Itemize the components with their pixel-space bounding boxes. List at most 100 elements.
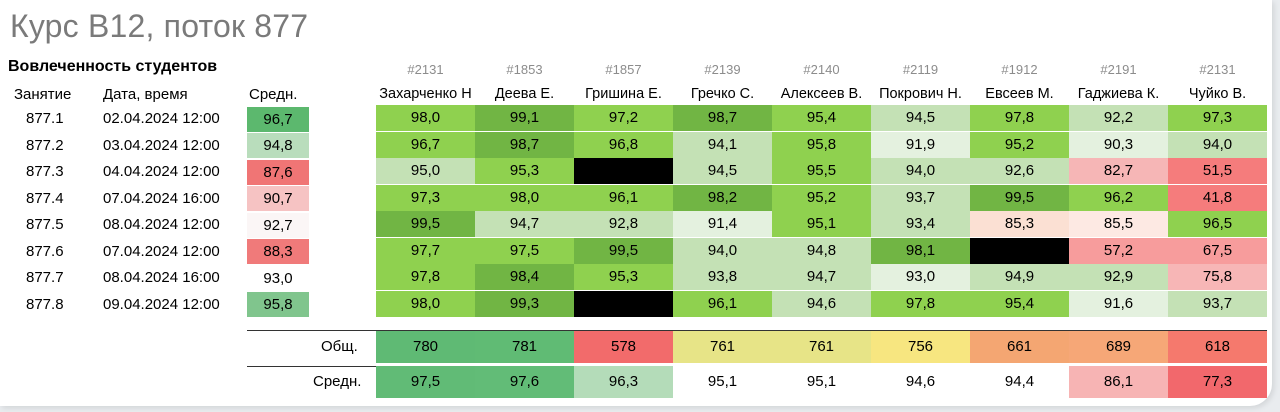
score-cell: 93,7	[871, 184, 970, 211]
totals-cell: 661	[970, 331, 1069, 363]
averages-label: Средн.	[313, 373, 362, 390]
student-id: #2191	[1100, 62, 1137, 77]
score-cell: 93,7	[1168, 290, 1267, 317]
score-cell: 95,2	[970, 131, 1069, 158]
totals-cell: 756	[871, 331, 970, 363]
average-column-header: Средн.	[249, 86, 298, 103]
totals-cell: 780	[376, 331, 475, 363]
score-cell: 95,4	[772, 105, 871, 131]
score-cell: 96,1	[673, 290, 772, 317]
lesson-id: 877.7	[26, 269, 64, 286]
score-cell: 91,9	[871, 131, 970, 158]
averages-cell: 86,1	[1069, 366, 1168, 398]
totals-cell: 578	[574, 331, 673, 363]
lesson-column-header: Занятие	[14, 86, 72, 103]
student-name: Гречко С.	[690, 86, 755, 102]
score-cell: 94,5	[871, 105, 970, 131]
averages-cell: 94,4	[970, 366, 1069, 398]
student-name: Захарченко Н	[379, 86, 472, 102]
score-cell: 92,9	[1069, 264, 1168, 290]
student-name: Евсеев М.	[985, 86, 1054, 102]
score-cell: 90,3	[1069, 131, 1168, 158]
divider	[247, 330, 1267, 331]
lesson-id: 877.1	[26, 110, 64, 127]
score-cell: 95,1	[772, 211, 871, 237]
score-cell: 99,5	[574, 237, 673, 264]
score-cell: 67,5	[1168, 237, 1267, 264]
student-id: #2139	[704, 62, 741, 77]
student-id: #2119	[902, 62, 939, 77]
lesson-average: 88,3	[247, 239, 309, 264]
score-cell: 97,3	[1168, 105, 1267, 131]
score-cell: 92,8	[574, 211, 673, 237]
averages-cell: 94,6	[871, 366, 970, 398]
lesson-average: 92,7	[247, 212, 309, 238]
score-cell: 91,6	[1069, 290, 1168, 317]
score-cell: 95,4	[970, 290, 1069, 317]
missing-score-cell	[970, 237, 1069, 264]
score-cell: 95,5	[772, 158, 871, 184]
score-cell: 99,1	[475, 105, 574, 131]
lesson-datetime: 07.04.2024 16:00	[103, 189, 220, 207]
totals-cell: 781	[475, 331, 574, 363]
lesson-id: 877.6	[26, 242, 64, 260]
missing-score-cell	[574, 158, 673, 184]
score-cell: 57,2	[1069, 237, 1168, 264]
score-cell: 98,0	[475, 184, 574, 211]
score-cell: 75,8	[1168, 264, 1267, 290]
score-cell: 95,3	[475, 158, 574, 184]
score-cell: 94,0	[673, 237, 772, 264]
score-cell: 99,5	[376, 211, 475, 237]
lesson-average: 94,8	[247, 133, 309, 158]
score-cell: 96,1	[574, 184, 673, 211]
student-id: #1853	[506, 62, 543, 77]
score-cell: 97,2	[574, 105, 673, 131]
student-name: Гришина Е.	[585, 86, 662, 102]
score-cell: 99,3	[475, 290, 574, 317]
student-id: #2140	[803, 62, 840, 77]
lesson-datetime: 03.04.2024 12:00	[103, 136, 220, 154]
score-cell: 94,6	[772, 290, 871, 317]
missing-score-cell	[574, 290, 673, 317]
student-name: Алексеев В.	[780, 86, 863, 102]
totals-cell: 618	[1168, 331, 1267, 363]
lesson-datetime: 08.04.2024 16:00	[103, 269, 220, 286]
engagement-report: Курс В12, поток 877 Вовлеченность студен…	[0, 0, 1272, 406]
averages-cell: 97,5	[376, 366, 475, 398]
score-cell: 94,7	[772, 264, 871, 290]
score-cell: 97,8	[871, 290, 970, 317]
score-cell: 98,1	[871, 237, 970, 264]
score-cell: 85,3	[970, 211, 1069, 237]
lesson-id: 877.2	[26, 136, 64, 154]
score-cell: 94,8	[772, 237, 871, 264]
score-cell: 96,7	[376, 131, 475, 158]
student-id: #2131	[1199, 62, 1236, 77]
student-name: Покрович Н.	[879, 86, 962, 102]
datetime-column-header: Дата, время	[103, 86, 188, 103]
score-cell: 99,5	[970, 184, 1069, 211]
lesson-average: 93,0	[247, 265, 309, 291]
averages-cell: 77,3	[1168, 366, 1267, 398]
totals-cell: 761	[673, 331, 772, 363]
lesson-datetime: 08.04.2024 12:00	[103, 216, 220, 233]
student-name: Деева Е.	[494, 86, 555, 102]
lesson-average: 90,7	[247, 186, 309, 211]
score-cell: 98,0	[376, 105, 475, 131]
totals-cell: 761	[772, 331, 871, 363]
score-cell: 98,7	[475, 131, 574, 158]
score-cell: 92,2	[1069, 105, 1168, 131]
student-name: Чуйко В.	[1188, 86, 1247, 102]
student-name: Гаджиева К.	[1077, 86, 1160, 102]
student-id: #1912	[1001, 62, 1038, 77]
score-cell: 91,4	[673, 211, 772, 237]
score-cell: 96,5	[1168, 211, 1267, 237]
averages-cell: 95,1	[772, 366, 871, 398]
score-cell: 93,0	[871, 264, 970, 290]
score-cell: 96,8	[574, 131, 673, 158]
lesson-datetime: 07.04.2024 12:00	[103, 242, 220, 260]
score-cell: 97,3	[376, 184, 475, 211]
lesson-datetime: 04.04.2024 12:00	[103, 163, 220, 180]
score-cell: 97,8	[970, 105, 1069, 131]
score-cell: 94,0	[871, 158, 970, 184]
lesson-datetime: 02.04.2024 12:00	[103, 110, 220, 127]
